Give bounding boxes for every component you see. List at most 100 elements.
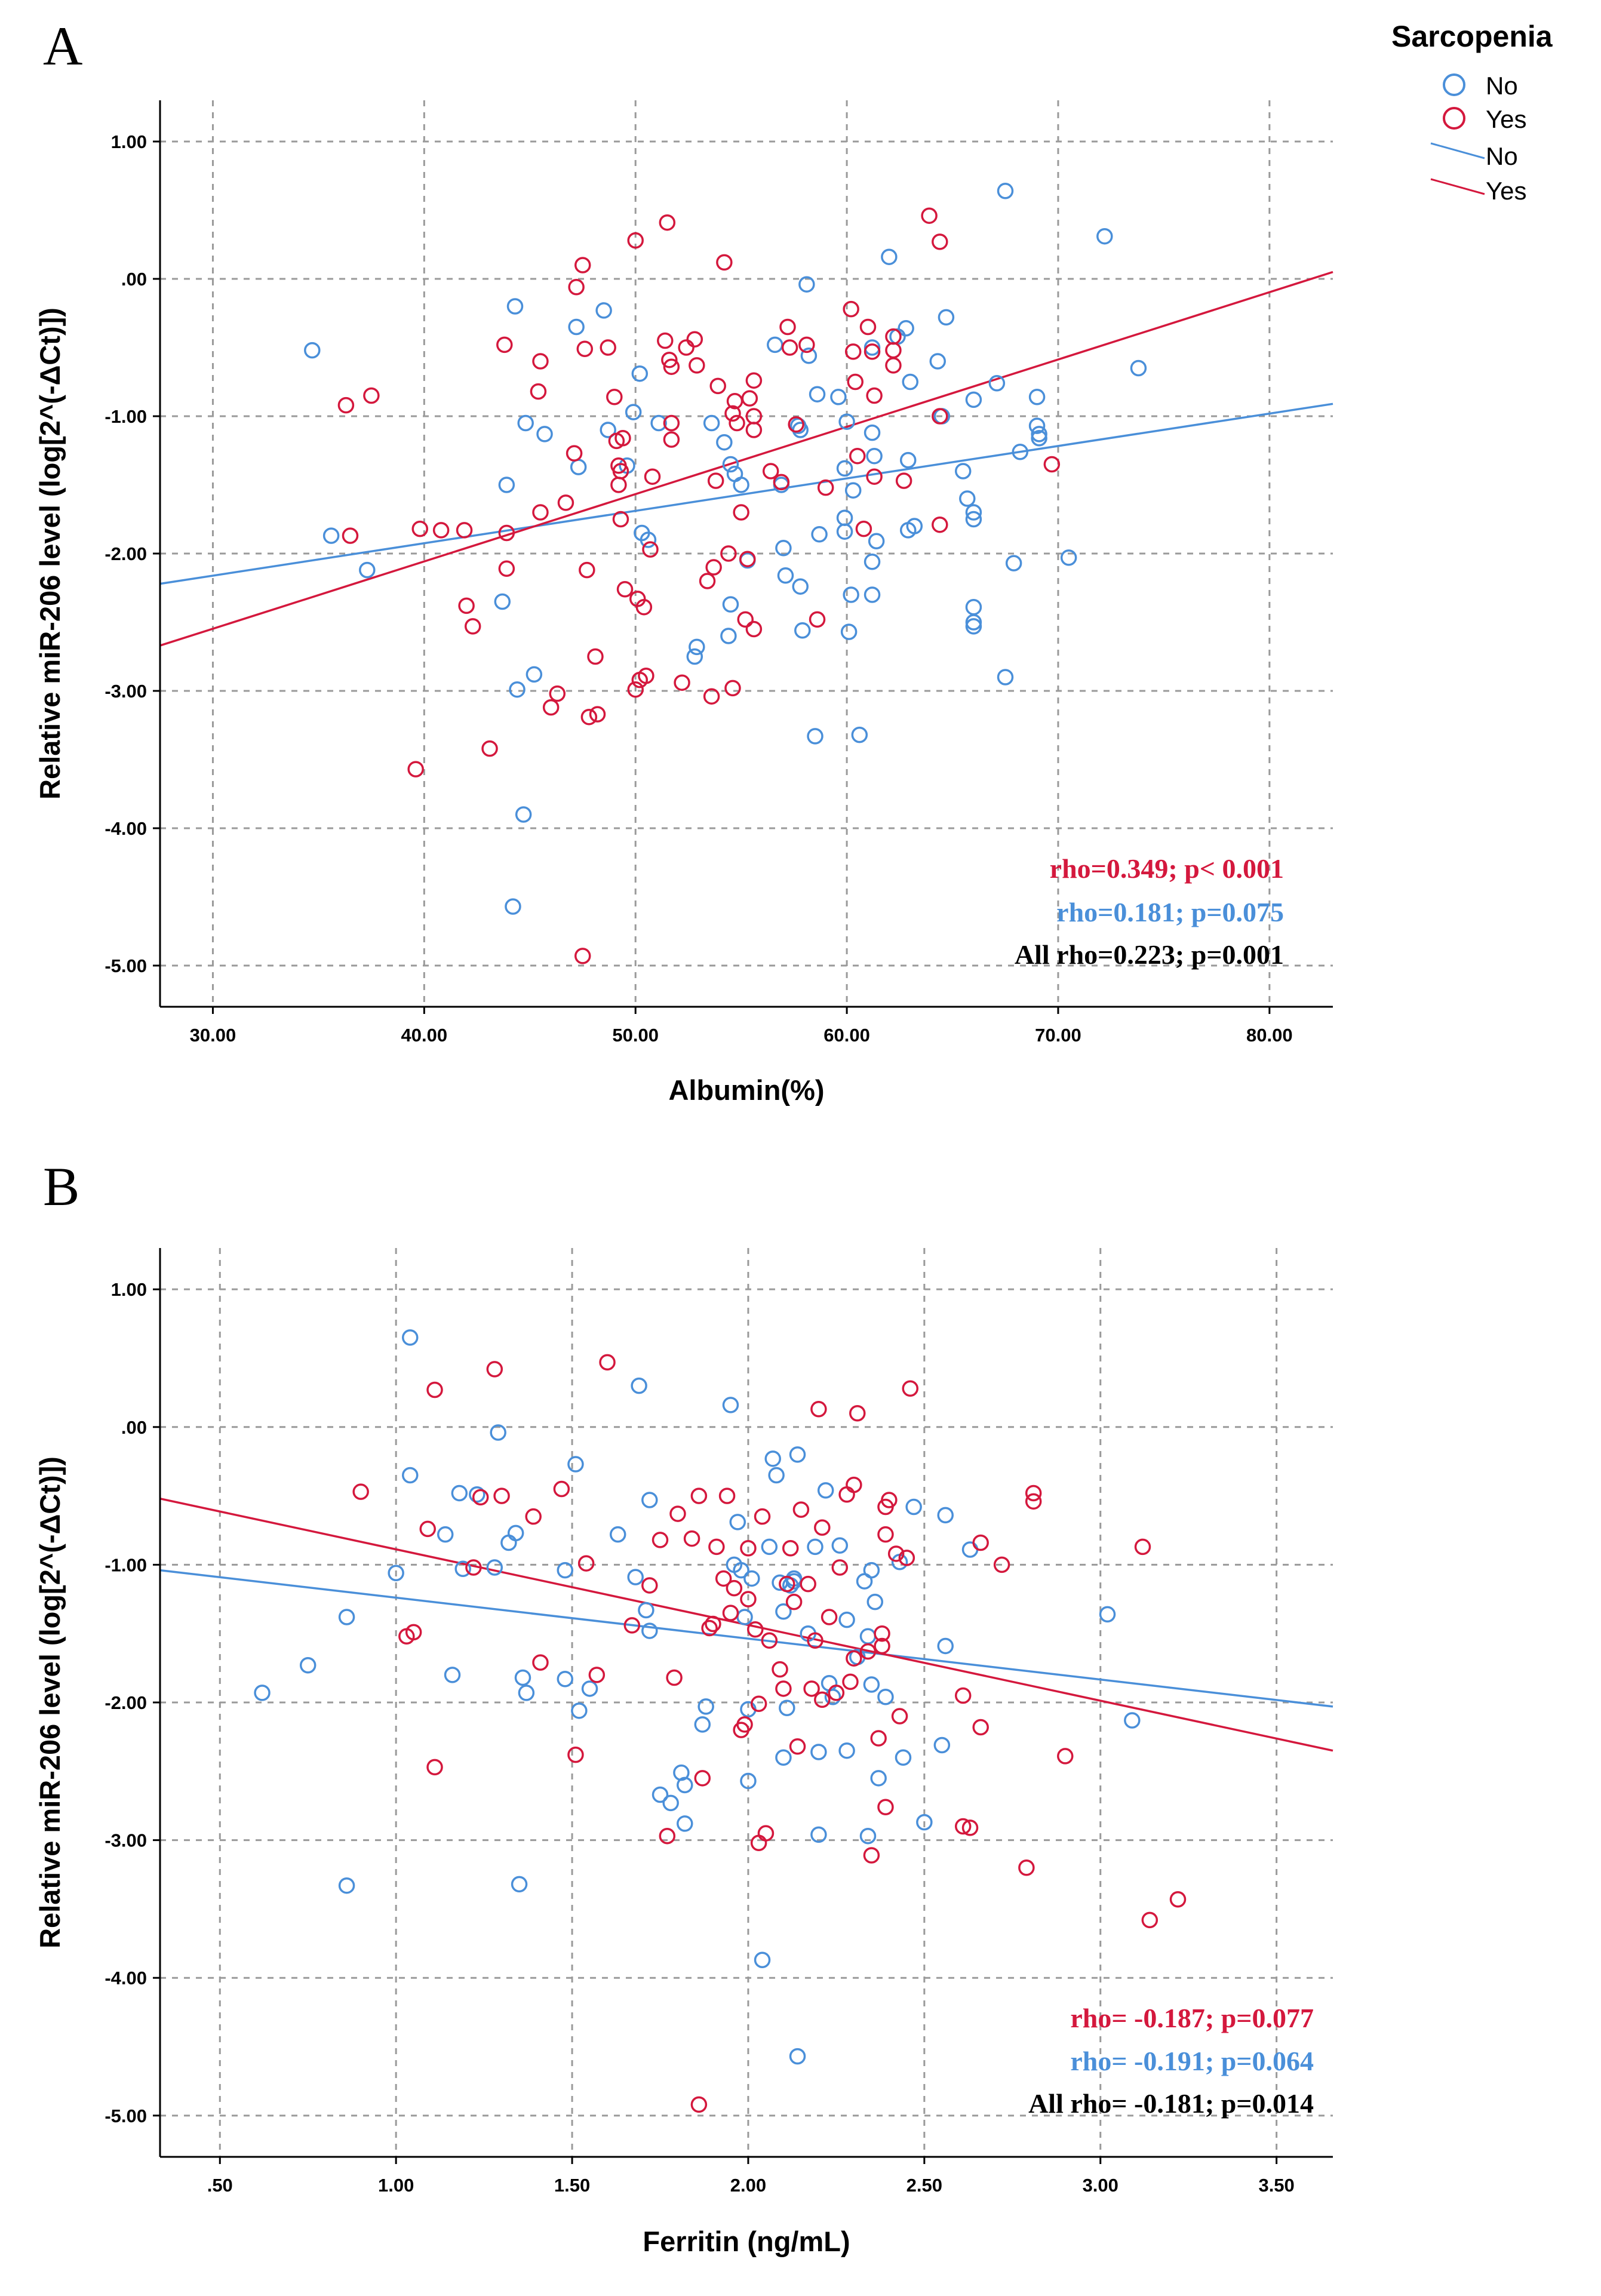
x-tick-label: 70.00 [1035, 1025, 1081, 1046]
point-yes [638, 667, 654, 684]
point-no [507, 1524, 524, 1542]
point-yes [864, 343, 881, 360]
point-no [836, 509, 853, 526]
point-no [843, 586, 859, 603]
point-yes [781, 339, 798, 356]
point-no [881, 248, 898, 265]
point-no [515, 806, 532, 823]
point-no [830, 389, 847, 405]
point-no [959, 490, 976, 507]
point-no [767, 336, 783, 354]
point-yes [810, 1401, 827, 1418]
chart-panel-b: B .50 1.00 1.50 2.00 2.50 3.00 3.50 1.00 .00 -1.0… [34, 1156, 1333, 2257]
point-no [764, 1450, 781, 1467]
x-axis-title: Albumin(%) [668, 1074, 824, 1106]
point-no [1096, 228, 1113, 245]
point-yes [855, 520, 872, 537]
point-no [581, 1680, 598, 1697]
point-yes [716, 254, 733, 271]
point-yes [411, 520, 429, 537]
point-no [570, 459, 587, 475]
point-no [402, 1467, 419, 1484]
point-no [526, 666, 543, 683]
point-yes [844, 343, 862, 360]
point-yes [891, 1708, 908, 1725]
point-yes [885, 357, 902, 374]
point-no [631, 365, 649, 382]
legend-line-no [1430, 142, 1485, 159]
point-no [506, 298, 524, 315]
point-yes [496, 336, 513, 354]
y-tick-label: 1.00 [111, 131, 147, 152]
point-yes [788, 416, 804, 433]
point-no [807, 728, 823, 745]
point-no [722, 456, 739, 473]
point-no [509, 681, 526, 698]
point-no [798, 276, 815, 293]
point-yes [407, 761, 424, 777]
point-yes [579, 561, 595, 579]
x-tick-label: 2.50 [906, 2175, 942, 2196]
point-no [299, 1656, 316, 1674]
point-yes [838, 1486, 855, 1503]
point-yes [773, 474, 790, 491]
point-yes [576, 340, 594, 358]
point-yes [828, 1685, 845, 1701]
point-yes [809, 611, 826, 628]
point-no [792, 578, 809, 595]
y-tick-label: .00 [121, 1417, 147, 1438]
point-yes [798, 336, 815, 354]
point-yes [733, 504, 749, 521]
point-no [1005, 555, 1022, 571]
point-no [518, 1685, 535, 1701]
point-no [877, 1689, 894, 1705]
point-yes [1018, 1859, 1035, 1876]
point-yes [715, 1570, 732, 1587]
point-no [722, 1397, 739, 1413]
y-tick-label: -2.00 [105, 543, 147, 564]
point-no [954, 463, 972, 480]
point-no [557, 1671, 574, 1688]
point-yes [683, 1530, 700, 1547]
point-yes [775, 1680, 792, 1697]
point-no [677, 1815, 693, 1832]
point-no [831, 1537, 849, 1554]
point-no [775, 1603, 792, 1620]
y-tick-label: -2.00 [105, 1692, 147, 1713]
point-yes [525, 1508, 542, 1525]
point-yes [686, 331, 703, 348]
stat-yes: rho= -0.187; p=0.077 [1070, 2003, 1314, 2033]
point-yes [426, 1381, 443, 1398]
point-yes [574, 257, 591, 273]
point-no [631, 1377, 647, 1394]
point-no [1130, 359, 1147, 377]
point-yes [641, 1577, 658, 1594]
point-yes [669, 1505, 686, 1522]
point-yes [574, 948, 591, 964]
point-yes [737, 611, 754, 628]
point-yes [792, 1501, 810, 1518]
point-yes [458, 597, 475, 614]
point-yes [740, 1591, 757, 1607]
point-no [929, 353, 947, 370]
point-yes [720, 545, 737, 562]
point-no [402, 1329, 419, 1346]
x-tick-label: 2.00 [730, 2175, 766, 2196]
stat-all: All rho= -0.181; p=0.014 [1028, 2088, 1314, 2119]
point-no [775, 540, 792, 557]
point-no [600, 422, 616, 438]
y-tick-label: .00 [121, 269, 147, 290]
point-no [866, 1593, 884, 1610]
point-yes [887, 1545, 905, 1562]
point-no [568, 318, 585, 336]
point-yes [610, 477, 627, 493]
point-no [905, 1498, 922, 1516]
y-tick-label: -5.00 [105, 955, 147, 976]
point-no [454, 1560, 471, 1578]
x-tick-label: 3.50 [1258, 2175, 1294, 2196]
point-no [775, 1749, 792, 1766]
point-no [810, 1744, 827, 1760]
point-no [557, 1562, 574, 1579]
point-yes [530, 383, 547, 400]
